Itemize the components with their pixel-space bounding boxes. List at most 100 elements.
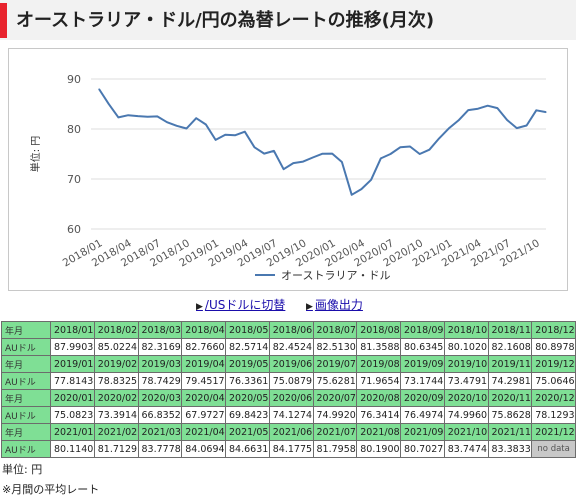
- y-tick-label: 60: [67, 223, 81, 236]
- month-cell: 2020/12: [531, 389, 576, 407]
- month-row: 年月 2019/01 2019/02 2019/03 2019/04 2019/05 201…: [1, 355, 576, 373]
- value-row: AUドル 87.9903 85.0224 82.3169 82.7660 82.5714 8…: [1, 338, 576, 356]
- data-point: [195, 117, 197, 119]
- month-cell: 2018/12: [531, 321, 576, 339]
- rate-table: 年月 2018/01 2018/02 2018/03 2018/04 2018/05 201…: [1, 321, 576, 458]
- data-point: [263, 152, 265, 155]
- data-point: [457, 119, 460, 122]
- y-axis-label: 単位: 円: [29, 136, 42, 173]
- rate-cell: 76.3414: [356, 406, 401, 424]
- month-cell: 2020/06: [268, 389, 314, 407]
- rate-cell: 79.4517: [181, 372, 226, 390]
- rate-cell: 74.9920: [312, 406, 358, 424]
- month-cell: 2019/01: [50, 355, 95, 373]
- value-row: AUドル 75.0823 73.3914 66.8352 67.9727 69.8423 7…: [1, 406, 576, 424]
- row-label-month: 年月: [1, 355, 51, 373]
- month-cell: 2018/02: [93, 321, 139, 339]
- row-label-value: AUドル: [1, 440, 51, 458]
- legend-label: オーストラリア・ドル: [281, 269, 390, 282]
- data-point: [215, 139, 217, 141]
- rate-cell: 82.5130: [312, 338, 358, 356]
- month-row: 年月 2021/01 2021/02 2021/03 2021/04 2021/05 202…: [1, 423, 576, 441]
- month-cell: 2020/11: [487, 389, 533, 407]
- month-cell: 2018/09: [400, 321, 445, 339]
- month-cell: 2019/12: [531, 355, 576, 373]
- month-cell: 2020/01: [50, 389, 95, 407]
- data-point: [370, 179, 372, 181]
- rate-cell: 73.3914: [93, 406, 139, 424]
- rate-cell: 80.6345: [400, 338, 445, 356]
- month-row: 年月 2020/01 2020/02 2020/03 2020/04 2020/05 202…: [1, 389, 576, 407]
- rate-cell: 80.1020: [443, 338, 489, 356]
- rate-cell: 80.1140: [50, 440, 95, 458]
- month-cell: 2018/01: [50, 321, 95, 339]
- data-point: [428, 149, 430, 151]
- rate-cell: 83.7778: [137, 440, 183, 458]
- data-point: [146, 116, 149, 118]
- rate-cell: 75.0646: [531, 372, 576, 390]
- rate-cell: 74.2981: [487, 372, 533, 390]
- data-point: [409, 145, 411, 148]
- data-point: [302, 161, 304, 163]
- rate-cell: 80.8978: [531, 338, 576, 356]
- month-cell: 2021/05: [225, 423, 270, 441]
- page-title: オーストラリア・ドル/円の為替レートの推移(月次): [16, 10, 435, 31]
- switch-usd-link[interactable]: ▶/USドルに切替: [196, 296, 285, 313]
- data-point: [176, 125, 178, 127]
- month-cell: 2019/03: [137, 355, 183, 373]
- switch-usd-label: /USドルに切替: [204, 298, 286, 312]
- rate-cell: 84.1775: [268, 440, 314, 458]
- value-row: AUドル 77.8143 78.8325 78.7429 79.4517 76.3361 7…: [1, 372, 576, 390]
- data-point: [273, 150, 275, 152]
- month-cell: 2019/11: [487, 355, 533, 373]
- average-note: ※月間の平均レート: [2, 483, 100, 496]
- month-cell: 2021/09: [400, 423, 445, 441]
- rate-cell: 66.8352: [137, 406, 183, 424]
- value-row: AUドル 80.1140 81.7129 83.7778 84.0694 84.6631 8…: [1, 440, 576, 458]
- rate-cell: 67.9727: [181, 406, 226, 424]
- rate-cell: 74.1274: [268, 406, 314, 424]
- rate-cell: 78.1293: [531, 406, 576, 424]
- row-label-month: 年月: [1, 389, 51, 407]
- data-point: [321, 153, 324, 155]
- month-cell: 2021/12: [531, 423, 576, 441]
- month-cell: 2018/03: [137, 321, 183, 339]
- month-cell: 2019/04: [181, 355, 226, 373]
- data-point: [506, 119, 508, 121]
- rate-cell: 87.9903: [50, 338, 95, 356]
- no-data-cell: no data: [531, 440, 576, 458]
- data-point: [496, 107, 499, 109]
- rate-cell: 75.6281: [312, 372, 358, 390]
- data-point: [253, 146, 256, 148]
- rate-cell: 76.4974: [400, 406, 445, 424]
- month-cell: 2021/08: [356, 423, 401, 441]
- chart-links: ▶/USドルに切替 ▶ 画像出力: [0, 296, 576, 314]
- y-tick-label: 90: [67, 73, 81, 86]
- rate-cell: 83.3833: [487, 440, 533, 458]
- data-point: [224, 134, 226, 136]
- page-header: オーストラリア・ドル/円の為替レートの推移(月次): [0, 0, 576, 40]
- triangle-right-icon: ▶: [306, 302, 313, 312]
- row-label-value: AUドル: [1, 338, 51, 356]
- month-cell: 2018/05: [225, 321, 270, 339]
- data-point: [351, 194, 353, 196]
- month-cell: 2020/09: [400, 389, 445, 407]
- month-cell: 2020/04: [181, 389, 226, 407]
- rate-cell: 82.1608: [487, 338, 533, 356]
- month-cell: 2020/10: [443, 389, 489, 407]
- month-cell: 2018/06: [268, 321, 314, 339]
- rate-cell: 82.5714: [225, 338, 270, 356]
- month-cell: 2018/10: [443, 321, 489, 339]
- data-point: [380, 157, 382, 159]
- row-label-month: 年月: [1, 423, 51, 441]
- rate-cell: 77.8143: [50, 372, 95, 390]
- month-cell: 2019/08: [356, 355, 401, 373]
- data-point: [127, 114, 129, 116]
- image-export-link[interactable]: ▶ 画像出力: [306, 296, 363, 313]
- month-cell: 2021/04: [181, 423, 226, 441]
- rate-cell: 78.8325: [93, 372, 139, 390]
- month-cell: 2020/03: [137, 389, 183, 407]
- month-cell: 2021/02: [93, 423, 139, 441]
- data-point: [205, 123, 207, 126]
- rate-cell: 74.9960: [443, 406, 489, 424]
